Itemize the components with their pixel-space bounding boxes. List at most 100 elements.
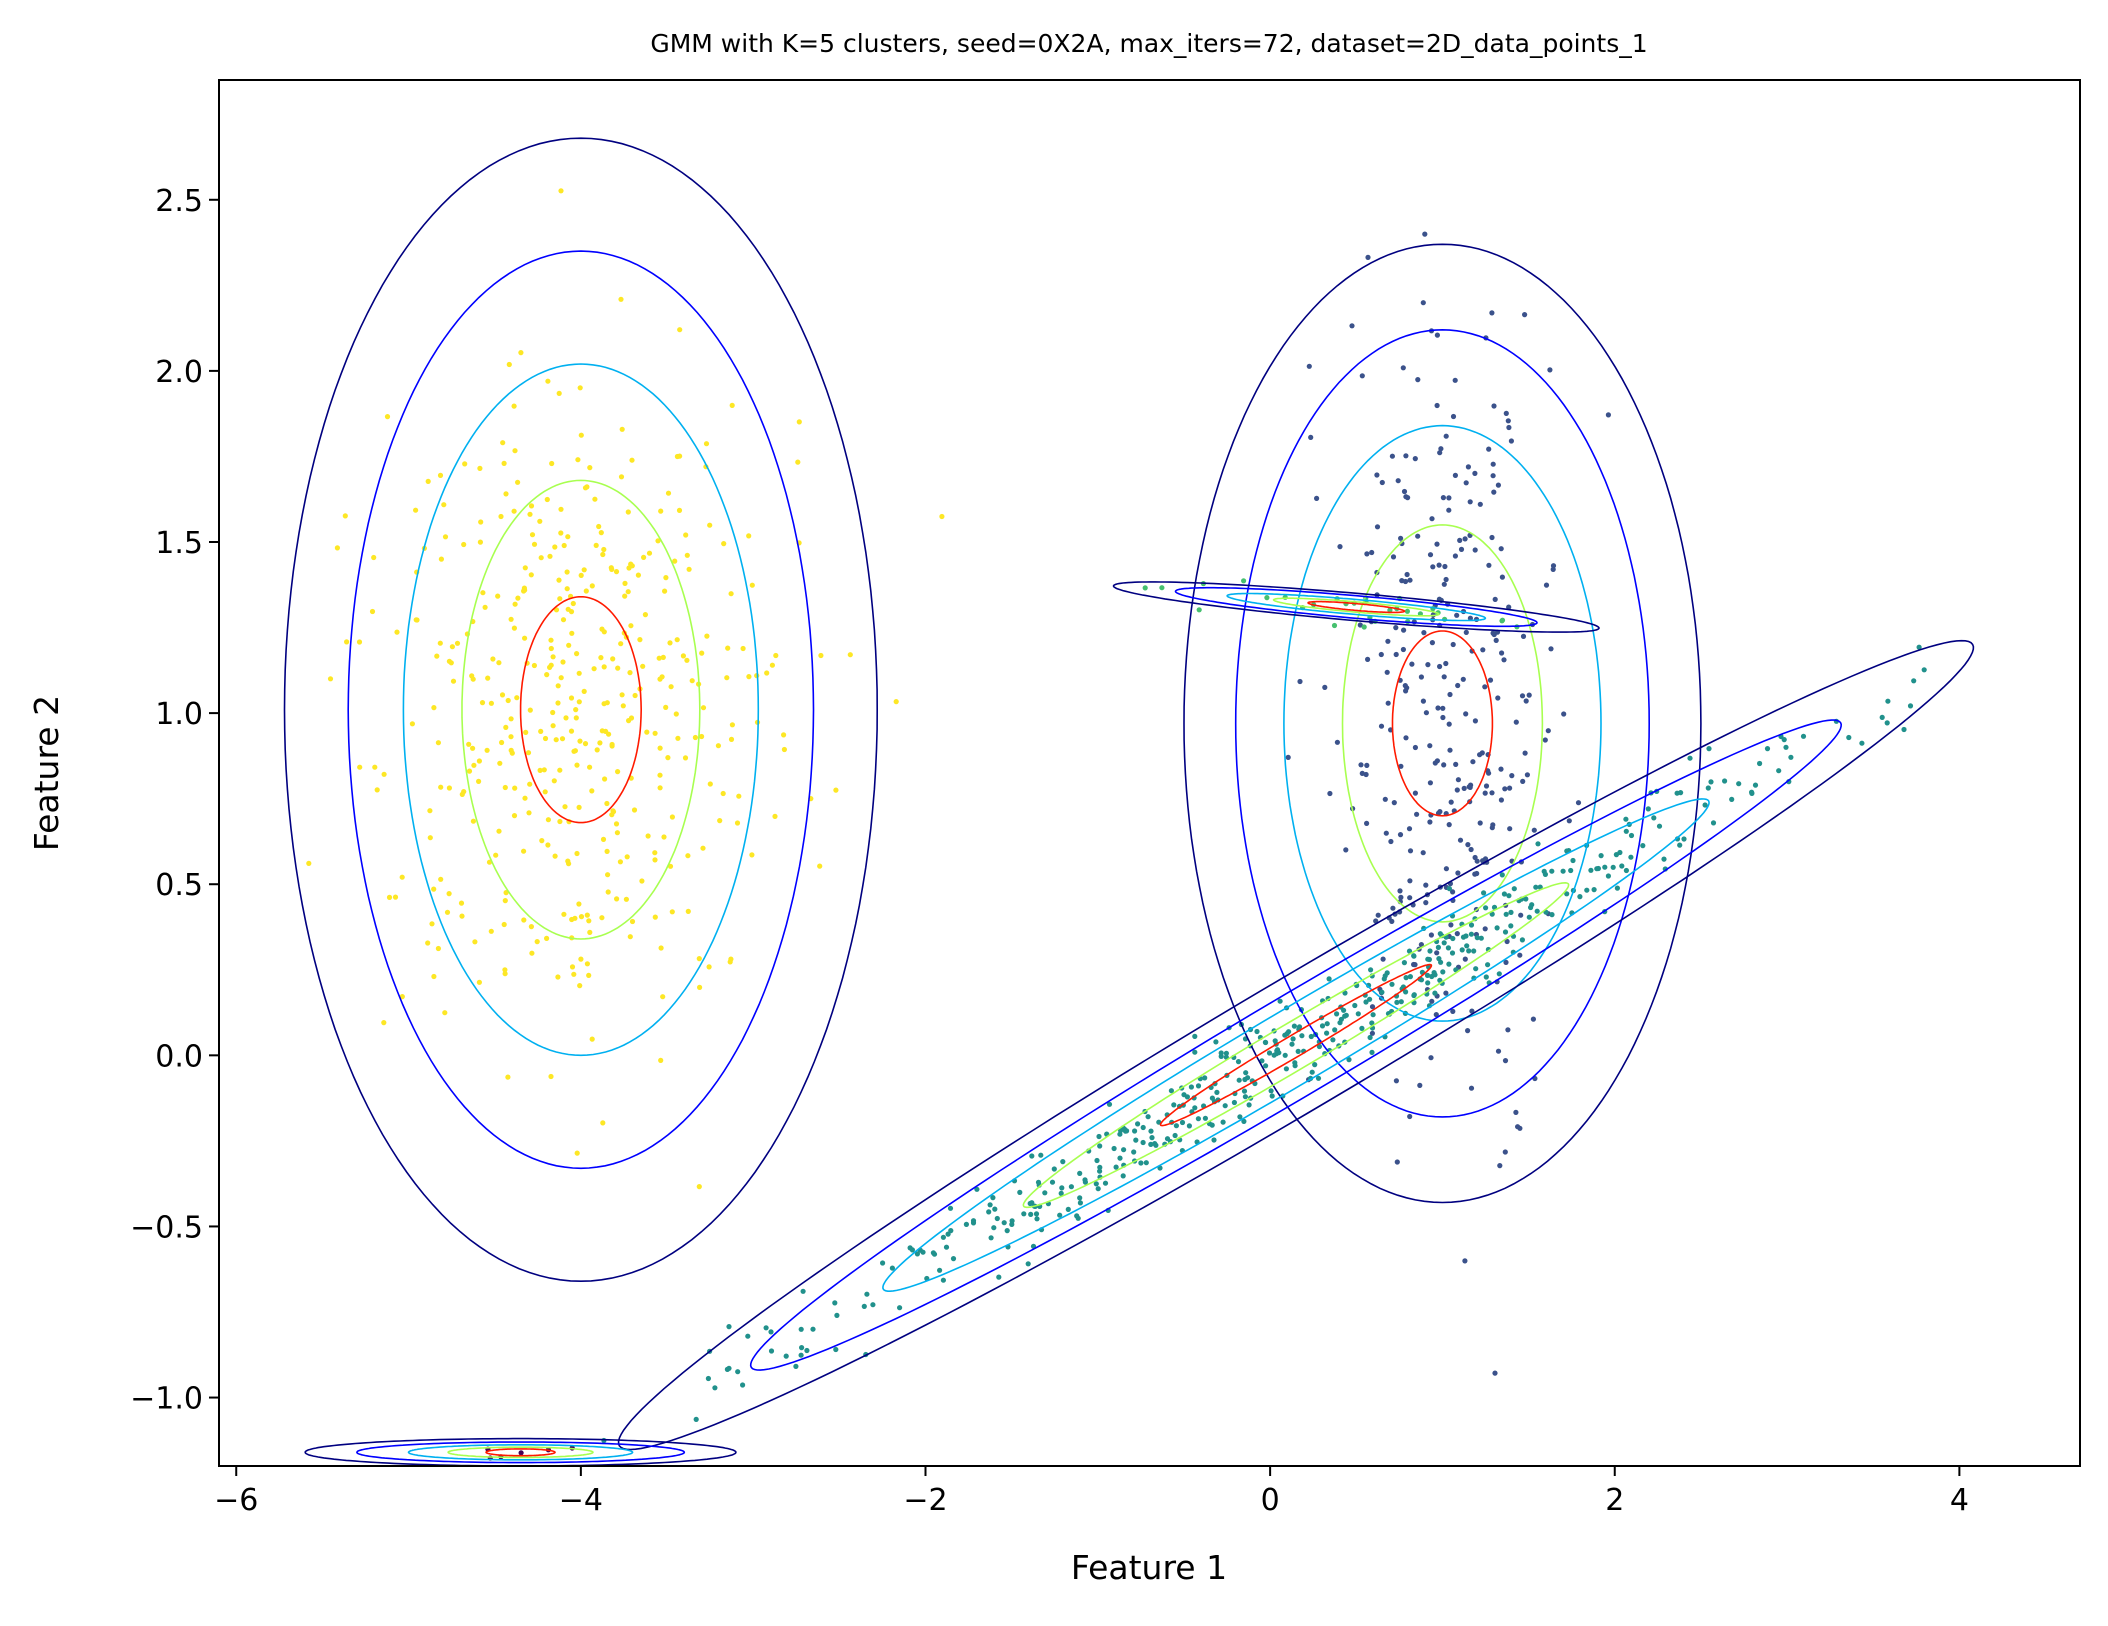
data-point (1705, 785, 1711, 791)
data-point (1752, 782, 1759, 788)
data-point (657, 772, 663, 778)
data-point (686, 566, 692, 572)
data-point (1179, 1119, 1186, 1126)
data-point (991, 1225, 997, 1231)
data-point (566, 642, 572, 648)
data-point (1395, 478, 1401, 484)
data-point (476, 758, 482, 764)
data-point (1364, 551, 1370, 557)
data-point (1466, 784, 1472, 790)
data-point (657, 785, 663, 791)
data-point (1454, 787, 1460, 793)
data-point (542, 735, 549, 742)
data-point (1542, 871, 1548, 878)
data-point (1009, 1218, 1015, 1224)
data-point (795, 459, 801, 465)
data-point (1437, 931, 1443, 937)
data-point (1440, 714, 1446, 721)
data-point (578, 956, 584, 962)
data-point (673, 711, 679, 717)
data-point (861, 1303, 867, 1309)
data-point (834, 1312, 840, 1318)
data-point (1283, 1066, 1289, 1072)
data-point (431, 705, 437, 711)
data-point (1400, 365, 1406, 371)
data-point (1188, 1084, 1194, 1090)
data-point (1526, 914, 1532, 920)
data-point (726, 1324, 732, 1330)
data-point (1487, 677, 1494, 683)
data-point (438, 784, 444, 790)
data-point (505, 697, 511, 704)
y-axis-label: Feature 2 (27, 695, 66, 851)
data-point (1474, 858, 1480, 864)
data-point (1393, 625, 1399, 631)
data-point (657, 745, 663, 751)
data-point (574, 850, 580, 857)
data-point (1432, 990, 1438, 996)
data-point (1781, 737, 1787, 743)
data-point (715, 743, 722, 749)
data-point (1542, 737, 1548, 743)
data-point (1911, 678, 1917, 684)
data-point (990, 1195, 996, 1201)
data-point (555, 974, 561, 980)
data-point (1498, 546, 1504, 552)
data-point (1651, 815, 1657, 821)
data-point (1058, 1190, 1064, 1196)
data-point (1389, 981, 1395, 987)
data-point (706, 964, 712, 970)
data-point (469, 673, 475, 679)
data-point (1523, 698, 1529, 704)
data-point (617, 859, 624, 865)
data-point (1594, 866, 1600, 872)
data-point (1057, 1212, 1063, 1218)
data-point (399, 994, 405, 1000)
data-point (1074, 1213, 1080, 1219)
data-point (1403, 453, 1409, 459)
data-point (700, 705, 707, 711)
data-point (573, 707, 579, 713)
data-point (1702, 802, 1708, 808)
data-point (1405, 495, 1411, 501)
data-point (575, 457, 581, 463)
data-point (435, 740, 441, 746)
data-point (1423, 710, 1429, 716)
data-point (591, 666, 597, 672)
data-point (676, 507, 683, 513)
data-point (1152, 1141, 1158, 1147)
data-point (1237, 1114, 1243, 1120)
data-point (1519, 693, 1526, 699)
data-point (425, 940, 431, 946)
data-point (477, 465, 483, 471)
data-point (994, 1215, 1000, 1222)
data-point (1235, 1059, 1242, 1065)
data-point (1457, 837, 1464, 843)
data-point (597, 740, 603, 746)
data-point (683, 532, 689, 538)
data-point (522, 795, 528, 801)
data-point (1393, 1078, 1399, 1084)
data-point (1148, 1128, 1154, 1134)
data-point (1407, 848, 1414, 854)
data-point (1499, 872, 1505, 878)
data-point (1503, 911, 1509, 917)
data-point (568, 695, 575, 701)
data-point (557, 596, 563, 602)
data-point (1545, 728, 1551, 734)
data-point (558, 506, 564, 512)
data-point (1271, 1052, 1277, 1058)
data-point (553, 737, 559, 743)
data-point (705, 1375, 712, 1382)
data-point (707, 781, 713, 787)
data-point (1282, 594, 1288, 600)
data-point (729, 402, 735, 408)
data-point (437, 472, 444, 478)
data-point (1462, 536, 1468, 542)
data-point (556, 577, 562, 583)
data-point (1706, 746, 1712, 752)
data-point (749, 852, 755, 858)
data-point (1446, 721, 1452, 727)
data-point (1507, 826, 1513, 832)
data-point (522, 565, 528, 571)
